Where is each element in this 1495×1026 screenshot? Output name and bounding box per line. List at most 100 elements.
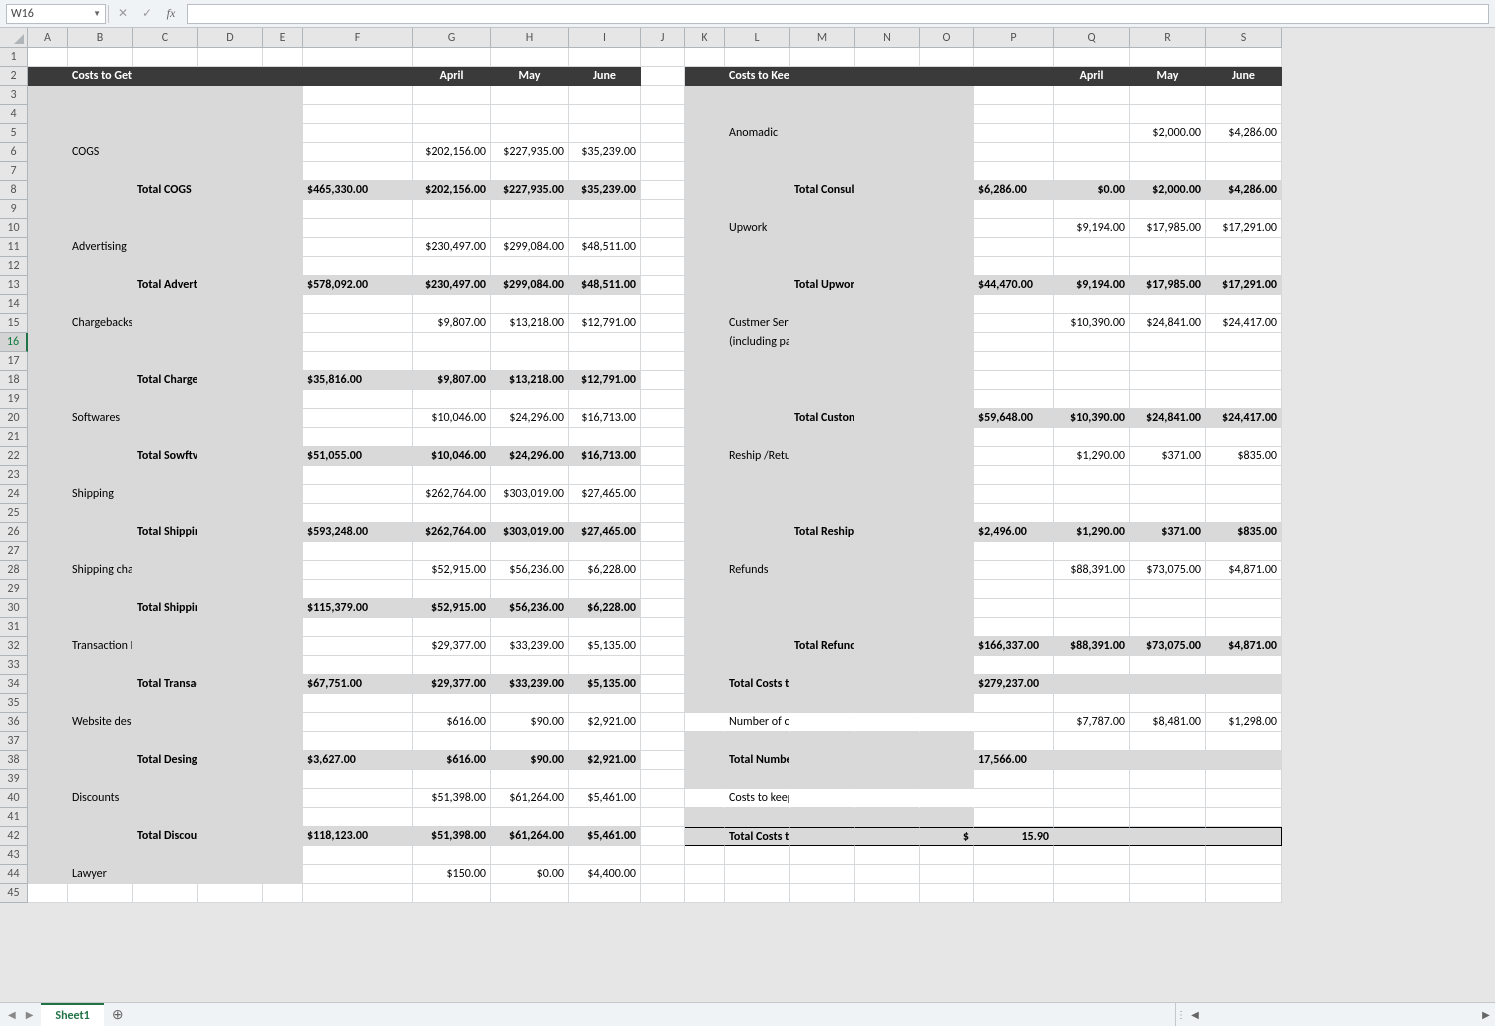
cell[interactable]	[491, 580, 569, 599]
cell[interactable]	[133, 352, 198, 371]
cell[interactable]	[725, 466, 790, 485]
cell[interactable]	[263, 295, 303, 314]
cell[interactable]: $371.00	[1130, 447, 1206, 466]
cell[interactable]	[1206, 162, 1282, 181]
cell[interactable]	[1054, 200, 1130, 219]
cell[interactable]	[1054, 485, 1130, 504]
cell[interactable]	[491, 618, 569, 637]
cell[interactable]: Total Reships / Returns	[790, 523, 855, 542]
cell[interactable]	[491, 846, 569, 865]
name-box[interactable]: W16 ▼	[6, 4, 106, 24]
cell[interactable]	[1206, 48, 1282, 67]
cell[interactable]	[413, 48, 491, 67]
cell[interactable]	[1206, 865, 1282, 884]
cell[interactable]	[685, 561, 725, 580]
cell[interactable]	[685, 846, 725, 865]
cell[interactable]	[790, 428, 855, 447]
cell[interactable]	[1054, 751, 1130, 770]
cell[interactable]	[68, 808, 133, 827]
cell[interactable]	[413, 352, 491, 371]
cell[interactable]	[855, 390, 920, 409]
cell[interactable]	[263, 637, 303, 656]
cell[interactable]: $88,391.00	[1054, 637, 1130, 656]
cell[interactable]	[974, 371, 1054, 390]
cell[interactable]	[263, 238, 303, 257]
cell[interactable]	[920, 808, 974, 827]
cell[interactable]	[974, 314, 1054, 333]
cell[interactable]	[855, 466, 920, 485]
cell[interactable]	[198, 409, 263, 428]
cell[interactable]: $	[920, 827, 974, 846]
row-header[interactable]: 23	[0, 466, 28, 485]
cell[interactable]	[1054, 504, 1130, 523]
cell[interactable]	[68, 124, 133, 143]
cell[interactable]: Transaction Fees	[68, 637, 133, 656]
cell[interactable]	[303, 713, 413, 732]
cell[interactable]	[790, 48, 855, 67]
cell[interactable]	[491, 656, 569, 675]
cell[interactable]	[263, 48, 303, 67]
row-header[interactable]: 10	[0, 219, 28, 238]
cell[interactable]: Reship /Returns	[725, 447, 790, 466]
cell[interactable]	[855, 295, 920, 314]
cell[interactable]	[725, 637, 790, 656]
cell[interactable]	[855, 447, 920, 466]
cell[interactable]: $227,935.00	[491, 181, 569, 200]
cell[interactable]	[28, 162, 68, 181]
cell[interactable]	[198, 181, 263, 200]
cell[interactable]	[920, 162, 974, 181]
cell[interactable]	[974, 732, 1054, 751]
cell[interactable]	[28, 181, 68, 200]
cell[interactable]: $303,019.00	[491, 523, 569, 542]
cell[interactable]	[413, 295, 491, 314]
cell[interactable]: 17,566.00	[974, 751, 1054, 770]
cell[interactable]	[133, 694, 198, 713]
cell[interactable]	[685, 808, 725, 827]
cell[interactable]	[725, 542, 790, 561]
cell[interactable]	[920, 485, 974, 504]
cell[interactable]	[263, 352, 303, 371]
cell[interactable]: $90.00	[491, 713, 569, 732]
cell[interactable]: Number of orders	[725, 713, 790, 732]
cell[interactable]	[1054, 86, 1130, 105]
cell[interactable]	[263, 276, 303, 295]
cell[interactable]	[303, 580, 413, 599]
cell[interactable]	[303, 48, 413, 67]
cell[interactable]	[725, 295, 790, 314]
cell[interactable]	[413, 219, 491, 238]
cell[interactable]	[974, 428, 1054, 447]
cell[interactable]	[685, 257, 725, 276]
cell[interactable]	[413, 124, 491, 143]
cell[interactable]	[641, 48, 685, 67]
cell[interactable]	[641, 352, 685, 371]
cell[interactable]	[920, 504, 974, 523]
cell[interactable]	[491, 504, 569, 523]
cell[interactable]	[920, 86, 974, 105]
cell[interactable]	[28, 352, 68, 371]
cell[interactable]	[974, 257, 1054, 276]
cell[interactable]	[641, 732, 685, 751]
cell[interactable]	[569, 48, 641, 67]
cell[interactable]	[855, 523, 920, 542]
cell[interactable]	[133, 485, 198, 504]
cell[interactable]: $9,194.00	[1054, 219, 1130, 238]
cell[interactable]	[28, 333, 68, 352]
cell[interactable]	[641, 618, 685, 637]
cell[interactable]: (including patric, Godfrey and Nazmul)	[725, 333, 790, 352]
cell[interactable]	[68, 523, 133, 542]
row-header[interactable]: 2	[0, 67, 28, 86]
cell[interactable]	[685, 333, 725, 352]
cell[interactable]	[1206, 333, 1282, 352]
cell[interactable]	[569, 219, 641, 238]
row-header[interactable]: 22	[0, 447, 28, 466]
cell[interactable]	[569, 580, 641, 599]
cell[interactable]	[685, 504, 725, 523]
cell[interactable]	[855, 67, 920, 86]
cell[interactable]	[855, 105, 920, 124]
cell[interactable]: $48,511.00	[569, 276, 641, 295]
cell[interactable]	[413, 504, 491, 523]
cell[interactable]	[641, 789, 685, 808]
cell[interactable]	[303, 295, 413, 314]
cell[interactable]	[1206, 200, 1282, 219]
cell[interactable]	[569, 105, 641, 124]
